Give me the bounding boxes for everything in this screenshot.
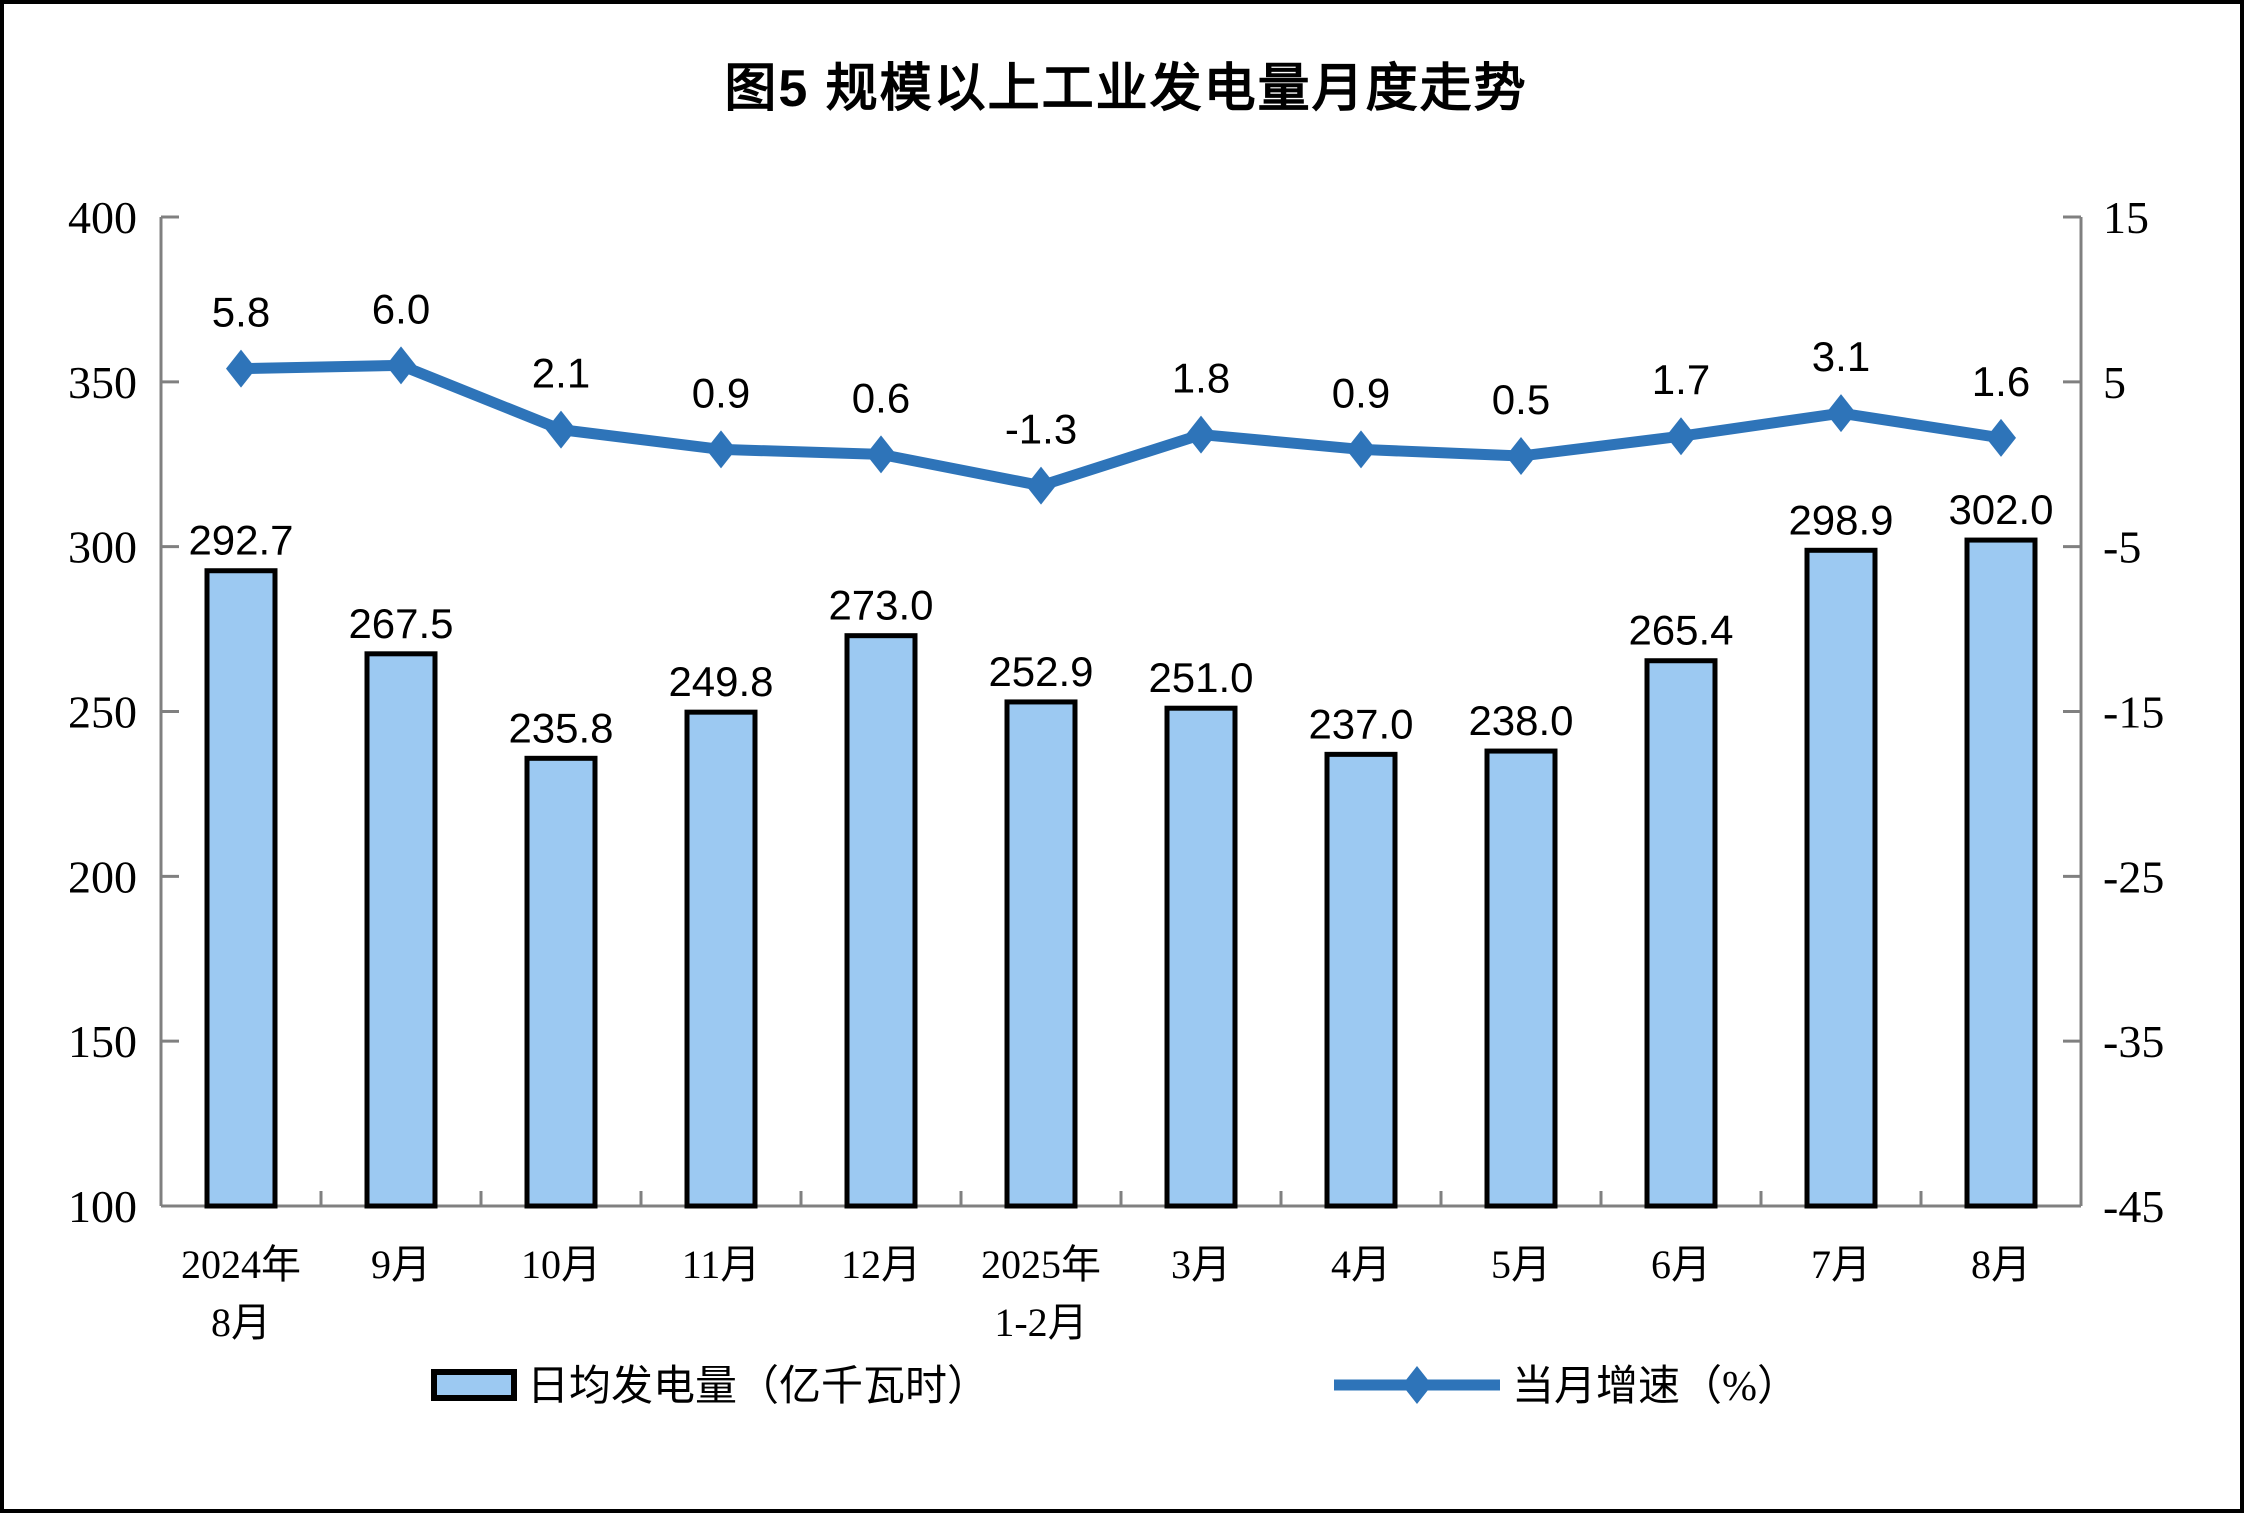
bar-value-label: 238.0: [1468, 697, 1573, 744]
left-axis-tick-label: 350: [68, 357, 137, 408]
line-value-label: 1.8: [1172, 355, 1230, 402]
left-axis-tick-label: 100: [68, 1181, 137, 1232]
bar-value-label: 292.7: [188, 517, 293, 564]
bar-value-label: 251.0: [1148, 654, 1253, 701]
line-value-label: 0.6: [852, 374, 910, 421]
line-marker-diamond-icon: [866, 435, 896, 474]
x-category-label: 9月: [371, 1242, 431, 1287]
line-value-label: 2.1: [532, 350, 590, 397]
bar: [1644, 658, 1718, 1209]
line-marker-diamond-icon: [1506, 437, 1536, 476]
x-category-label: 8月: [1971, 1242, 2031, 1287]
line-marker-diamond-icon: [1826, 394, 1856, 433]
line-value-label: -1.3: [1005, 406, 1077, 453]
bar-value-label: 249.8: [668, 658, 773, 705]
x-category-label: 5月: [1491, 1242, 1551, 1287]
left-axis-tick-label: 150: [68, 1016, 137, 1067]
bar: [1164, 705, 1238, 1209]
x-category-label: 6月: [1651, 1242, 1711, 1287]
x-category-label: 2024年: [181, 1242, 301, 1287]
legend-line-label: 当月增速（%）: [1512, 1364, 1799, 1410]
line-marker-diamond-icon: [226, 349, 256, 388]
x-category-label: 3月: [1171, 1242, 1231, 1287]
x-category-label: 2025年: [981, 1242, 1101, 1287]
bar-value-label: 267.5: [348, 600, 453, 647]
bar: [844, 633, 918, 1209]
line-marker-diamond-icon: [1026, 466, 1056, 505]
right-axis-tick-label: -25: [2103, 851, 2164, 902]
x-category-label: 11月: [682, 1242, 761, 1287]
line-value-label: 0.9: [1332, 369, 1390, 416]
bar: [1324, 751, 1398, 1209]
x-category-label: 1-2月: [994, 1300, 1087, 1345]
x-category-label: 10月: [521, 1242, 601, 1287]
bar: [1804, 547, 1878, 1209]
right-axis-tick-label: 5: [2103, 357, 2126, 408]
bar-value-label: 273.0: [828, 582, 933, 629]
x-category-label: 7月: [1811, 1242, 1871, 1287]
chart-canvas: 400 350 300 250 200 150 100 15 5 -5 -15 -25 -35 -45 20…: [68, 192, 2164, 1410]
legend-bar-label: 日均发电量（亿千瓦时）: [527, 1364, 989, 1410]
left-axis-tick-label: 300: [68, 522, 137, 573]
line-marker-diamond-icon: [1186, 415, 1216, 454]
right-axis-tick-label: -35: [2103, 1016, 2164, 1067]
line-value-label: 3.1: [1812, 333, 1870, 380]
line-value-label: 1.6: [1972, 358, 2030, 405]
legend-bar-swatch: [431, 1369, 517, 1401]
growth-line: [240, 359, 2002, 492]
line-marker-diamond-icon: [1346, 430, 1376, 469]
line-marker-diamond-icon: [1986, 418, 2016, 457]
left-axis-tick-label: 250: [68, 687, 137, 738]
bar-value-label: 265.4: [1628, 607, 1733, 654]
line-marker-diamond-icon: [386, 346, 416, 385]
bar-value-label: 237.0: [1308, 700, 1413, 747]
line-value-label: 5.8: [212, 289, 270, 336]
line-marker-diamond-icon: [546, 410, 576, 449]
right-axis-tick-label: -15: [2103, 687, 2164, 738]
left-axis-tick-label: 200: [68, 851, 137, 902]
bar: [524, 755, 598, 1209]
right-axis-tick-label: -5: [2103, 522, 2141, 573]
line-value-label: 6.0: [372, 285, 430, 332]
left-axis-tick-label: 400: [68, 192, 137, 243]
bar-value-label: 252.9: [988, 648, 1093, 695]
x-category-label: 8月: [211, 1300, 271, 1345]
bar-value-label: 235.8: [508, 704, 613, 751]
x-category-label: 12月: [841, 1242, 921, 1287]
line-value-label: 1.7: [1652, 356, 1710, 403]
bar: [364, 651, 438, 1209]
chart-title: 图5 规模以上工业发电量月度走势: [724, 60, 1528, 118]
x-category-label: 4月: [1331, 1242, 1391, 1287]
bar: [684, 709, 758, 1209]
right-axis-tick-label: -45: [2103, 1181, 2164, 1232]
bar: [1484, 748, 1558, 1209]
right-axis-tick-label: 15: [2103, 192, 2149, 243]
bar-value-label: 302.0: [1948, 486, 2053, 533]
bar: [1004, 699, 1078, 1209]
bar: [204, 568, 278, 1209]
line-value-label: 0.5: [1492, 376, 1550, 423]
bar: [1964, 537, 2038, 1209]
bar-value-label: 298.9: [1788, 496, 1893, 543]
line-value-label: 0.9: [692, 369, 750, 416]
line-marker-diamond-icon: [1666, 417, 1696, 456]
line-marker-diamond-icon: [706, 430, 736, 469]
legend-line-marker-diamond-icon: [1402, 1366, 1432, 1404]
